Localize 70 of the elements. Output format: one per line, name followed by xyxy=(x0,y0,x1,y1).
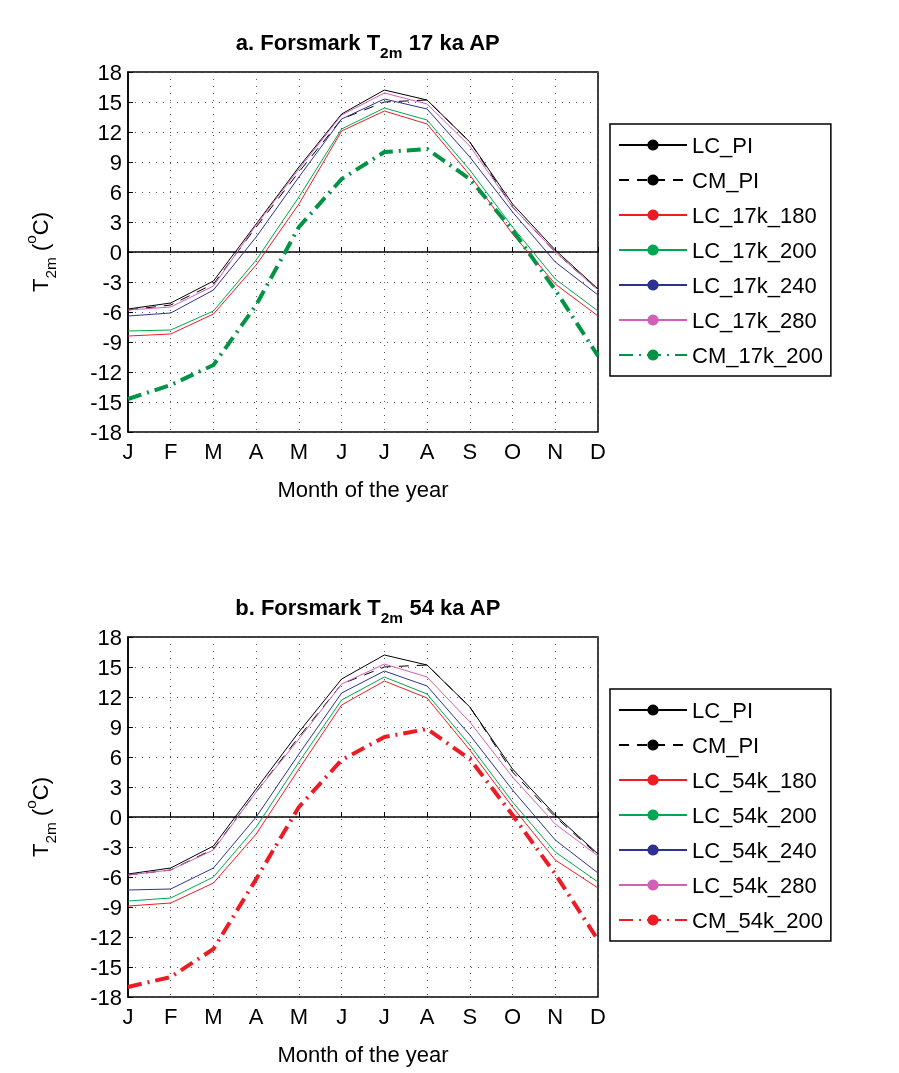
y-tick-label: -3 xyxy=(102,269,122,295)
x-tick-label: O xyxy=(503,1003,522,1029)
legend-label: LC_17k_280 xyxy=(692,307,817,333)
y-tick-label: 0 xyxy=(109,804,122,830)
x-tick-label: A xyxy=(419,438,435,464)
line-series xyxy=(126,727,600,989)
y-tick-label: 18 xyxy=(97,59,122,85)
y-tick-label: -6 xyxy=(102,299,122,325)
y-tick-label: -18 xyxy=(90,984,122,1010)
y-tick-label: 9 xyxy=(109,149,122,175)
y-tick-label: 6 xyxy=(109,744,122,770)
legend-label: LC_54k_280 xyxy=(692,872,817,898)
legend-label: CM_17k_200 xyxy=(692,342,823,368)
x-tick-label: S xyxy=(462,438,478,464)
legend-label: LC_17k_180 xyxy=(692,202,817,228)
y-tick-label: 12 xyxy=(97,119,122,145)
y-tick-label: -15 xyxy=(90,954,122,980)
y-tick-label: 18 xyxy=(97,624,122,650)
y-tick-label: 15 xyxy=(97,654,122,680)
x-tick-label: M xyxy=(289,1003,309,1029)
legend-label: LC_54k_180 xyxy=(692,767,817,793)
y-tick-label: -9 xyxy=(102,894,122,920)
x-tick-label: M xyxy=(204,1003,223,1029)
y-tick-label: 12 xyxy=(97,684,122,710)
y-tick-label: -15 xyxy=(90,389,122,415)
x-tick-label: O xyxy=(503,438,522,464)
x-tick-label: D xyxy=(590,1003,606,1029)
y-tick-label: -6 xyxy=(102,864,122,890)
legend-label: LC_17k_240 xyxy=(692,272,817,298)
x-tick-label: S xyxy=(462,1003,478,1029)
x-tick-label: J xyxy=(122,1003,134,1029)
x-axis-title: Month of the year xyxy=(277,1042,449,1068)
x-tick-label: F xyxy=(164,438,178,464)
x-tick-label: A xyxy=(419,1003,435,1029)
x-tick-label: N xyxy=(547,1003,564,1029)
legend-label: LC_54k_200 xyxy=(692,802,817,828)
x-tick-label: J xyxy=(336,1003,348,1029)
y-axis-title: T2m (oC) xyxy=(21,211,59,293)
y-tick-label: -9 xyxy=(102,329,122,355)
y-tick-label: -18 xyxy=(90,419,122,445)
y-tick-label: 15 xyxy=(97,89,122,115)
y-tick-label: 6 xyxy=(109,179,122,205)
x-tick-label: J xyxy=(378,1003,390,1029)
legend-label: CM_54k_200 xyxy=(692,907,823,933)
y-tick-label: -12 xyxy=(90,359,122,385)
legend-label: CM_PI xyxy=(692,167,760,193)
x-tick-label: J xyxy=(122,438,134,464)
y-tick-label: 0 xyxy=(109,239,122,265)
x-tick-label: J xyxy=(336,438,348,464)
x-tick-label: M xyxy=(289,438,309,464)
y-tick-label: 3 xyxy=(109,774,122,800)
y-tick-label: 3 xyxy=(109,209,122,235)
x-tick-label: A xyxy=(248,438,264,464)
x-tick-label: F xyxy=(164,1003,178,1029)
y-axis-title: T2m (oC) xyxy=(21,776,59,858)
line-series xyxy=(126,147,600,401)
legend-label: LC_54k_240 xyxy=(692,837,817,863)
legend-label: LC_PI xyxy=(692,697,754,723)
x-tick-label: J xyxy=(378,438,390,464)
y-tick-label: -3 xyxy=(102,834,122,860)
x-axis-title: Month of the year xyxy=(277,477,449,503)
x-tick-label: M xyxy=(204,438,223,464)
legend-label: LC_17k_200 xyxy=(692,237,817,263)
legend-label: LC_PI xyxy=(692,132,754,158)
x-tick-label: A xyxy=(248,1003,264,1029)
x-tick-label: D xyxy=(590,438,606,464)
y-tick-label: -12 xyxy=(90,924,122,950)
x-tick-label: N xyxy=(547,438,564,464)
legend-label: CM_PI xyxy=(692,732,760,758)
y-tick-label: 9 xyxy=(109,714,122,740)
